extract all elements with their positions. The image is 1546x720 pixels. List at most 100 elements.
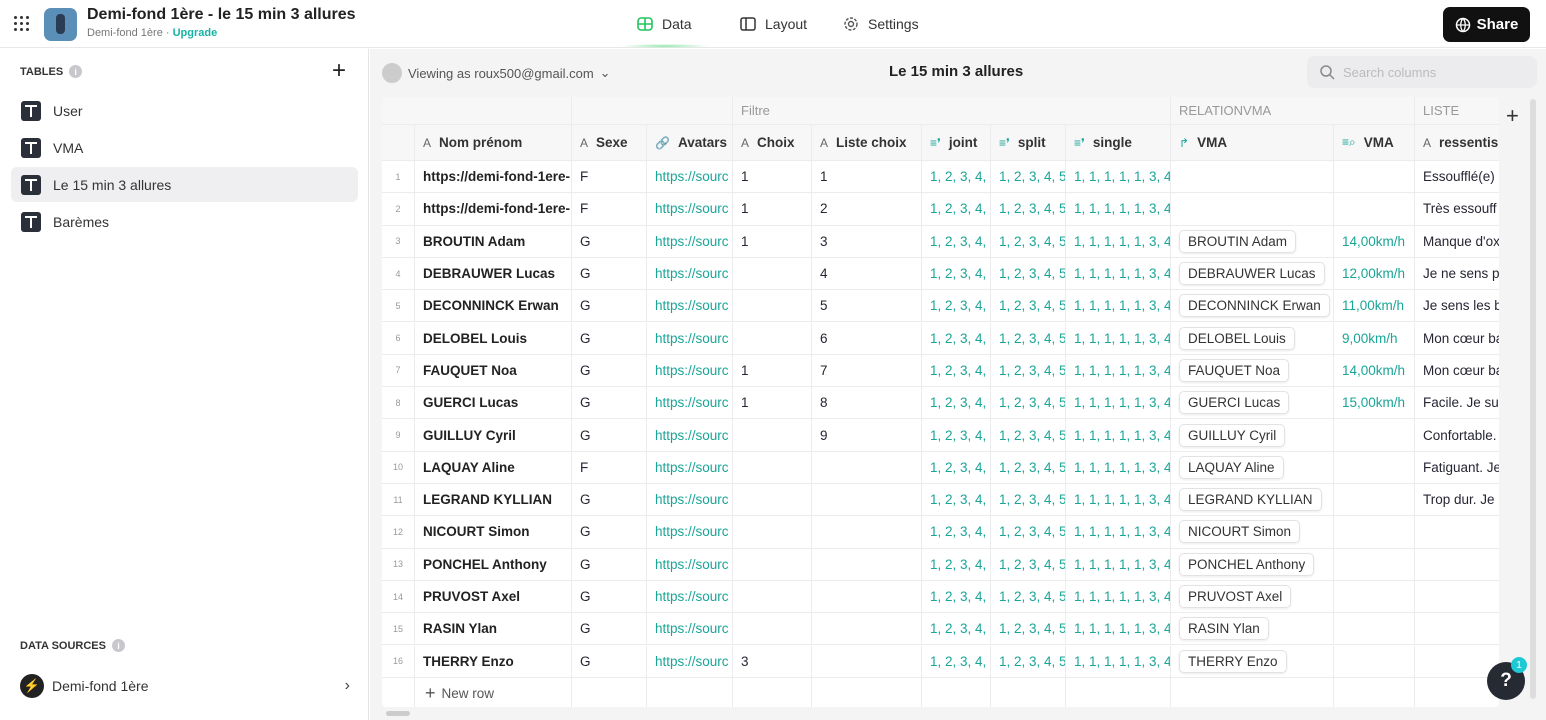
table-cell[interactable]: 6 <box>812 322 922 354</box>
table-cell[interactable]: DELOBEL Louis <box>415 322 572 354</box>
table-cell[interactable]: LEGRAND KYLLIAN <box>415 484 572 516</box>
table-cell[interactable]: G <box>572 322 647 354</box>
relation-chip[interactable]: GUILLUY Cyril <box>1179 423 1286 447</box>
table-cell[interactable]: G <box>572 484 647 516</box>
table-cell[interactable]: PRUVOST Axel <box>415 580 572 613</box>
table-cell[interactable]: G <box>572 613 647 645</box>
table-cell[interactable] <box>1334 161 1415 193</box>
table-cell[interactable]: 1, 2, 3, 4, 5 <box>991 193 1066 225</box>
table-cell[interactable]: F <box>572 451 647 483</box>
relation-chip[interactable]: LEGRAND KYLLIAN <box>1179 488 1322 512</box>
table-cell[interactable]: 1 <box>733 354 812 387</box>
info-icon[interactable]: i <box>111 639 125 652</box>
table-cell[interactable] <box>1415 581 1499 612</box>
table-cell[interactable]: 1, 1, 1, 1, 1, 3, 4 <box>1066 354 1171 387</box>
table-cell[interactable]: 1 <box>733 387 812 419</box>
table-cell[interactable]: 1, 1, 1, 1, 1, 3, 4 <box>1066 451 1171 483</box>
table-cell[interactable]: 1, 2, 3, 4, <box>922 451 991 483</box>
table-cell[interactable]: RASIN Ylan <box>415 613 572 645</box>
table-cell[interactable]: 1, 2, 3, 4, <box>922 484 991 516</box>
table-cell[interactable] <box>733 257 812 290</box>
column-header[interactable]: 🔗 Avatars <box>647 125 733 160</box>
table-cell[interactable]: https://demi-fond-1ere- <box>415 193 572 225</box>
table-cell[interactable]: G <box>572 354 647 387</box>
table-cell[interactable]: Facile. Je su <box>1415 387 1499 418</box>
new-row-button[interactable]: + New row <box>391 677 572 707</box>
table-cell[interactable]: 1, 1, 1, 1, 1, 3, 4 <box>1066 322 1171 354</box>
table-cell[interactable] <box>733 451 812 483</box>
table-cell[interactable]: GUERCI Lucas <box>415 387 572 419</box>
column-header[interactable]: ≡❜ split <box>991 125 1066 160</box>
table-cell[interactable] <box>733 484 812 516</box>
table-cell[interactable]: https://sourc <box>647 161 733 193</box>
relation-chip[interactable]: DEBRAUWER Lucas <box>1179 262 1325 286</box>
table-cell[interactable]: 1, 2, 3, 4, 5 <box>991 161 1066 193</box>
table-cell[interactable]: 1, 1, 1, 1, 1, 3, 4 <box>1066 580 1171 613</box>
table-cell[interactable]: 14,00km/h <box>1334 354 1415 387</box>
table-cell[interactable]: 1, 2, 3, 4, <box>922 613 991 645</box>
table-cell[interactable]: 1, 2, 3, 4, <box>922 387 991 419</box>
table-cell[interactable]: DEBRAUWER Lucas <box>1171 257 1334 290</box>
relation-chip[interactable]: LAQUAY Aline <box>1179 455 1284 479</box>
table-cell[interactable]: 1, 2, 3, 4, <box>922 516 991 548</box>
relation-chip[interactable]: DECONNINCK Erwan <box>1179 294 1330 318</box>
column-header[interactable]: A Choix <box>733 125 812 160</box>
table-cell[interactable] <box>1334 580 1415 613</box>
table-cell[interactable]: 1, 1, 1, 1, 1, 3, 4 <box>1066 387 1171 419</box>
table-cell[interactable]: G <box>572 225 647 257</box>
table-cell[interactable]: 1, 2, 3, 4, <box>922 645 991 677</box>
table-cell[interactable]: 1, 2, 3, 4, 5 <box>991 645 1066 677</box>
sidebar-item-vma[interactable]: VMA <box>11 130 358 165</box>
table-cell[interactable] <box>733 613 812 645</box>
table-cell[interactable]: THERRY Enzo <box>1171 645 1334 677</box>
table-cell[interactable]: Fatiguant. Je <box>1415 452 1499 483</box>
table-cell[interactable]: G <box>572 548 647 580</box>
table-cell[interactable]: 1, 2, 3, 4, 5 <box>991 225 1066 257</box>
table-cell[interactable]: 1, 2, 3, 4, <box>922 548 991 580</box>
relation-chip[interactable]: THERRY Enzo <box>1179 649 1287 673</box>
table-cell[interactable]: 1, 2, 3, 4, <box>922 257 991 290</box>
table-cell[interactable]: PONCHEL Anthony <box>415 548 572 580</box>
column-header[interactable]: ↱ VMA <box>1171 125 1334 160</box>
share-button[interactable]: Share <box>1443 7 1530 42</box>
table-cell[interactable]: RASIN Ylan <box>1171 613 1334 645</box>
table-cell[interactable]: 1, 1, 1, 1, 1, 3, 4 <box>1066 257 1171 290</box>
table-cell[interactable] <box>1415 646 1499 677</box>
table-cell[interactable]: 1, 1, 1, 1, 1, 3, 4 <box>1066 516 1171 548</box>
sidebar-item-baremes[interactable]: Barèmes <box>11 204 358 239</box>
column-header[interactable]: A Liste choix <box>812 125 922 160</box>
relation-chip[interactable]: RASIN Ylan <box>1179 617 1269 641</box>
table-cell[interactable]: 1, 1, 1, 1, 1, 3, 4 <box>1066 193 1171 225</box>
table-cell[interactable]: 3 <box>812 225 922 257</box>
table-cell[interactable]: 9,00km/h <box>1334 322 1415 354</box>
table-cell[interactable]: https://sourc <box>647 580 733 613</box>
table-cell[interactable]: 1, 2, 3, 4, <box>922 290 991 322</box>
table-cell[interactable]: 1, 1, 1, 1, 1, 3, 4 <box>1066 161 1171 193</box>
table-cell[interactable]: BROUTIN Adam <box>415 225 572 257</box>
table-cell[interactable]: 8 <box>812 387 922 419</box>
table-cell[interactable]: Je ne sens p <box>1415 258 1499 289</box>
table-cell[interactable]: 1, 1, 1, 1, 1, 3, 4 <box>1066 419 1171 451</box>
table-cell[interactable]: 7 <box>812 354 922 387</box>
table-cell[interactable] <box>1415 613 1499 644</box>
table-cell[interactable]: 1 <box>733 193 812 225</box>
table-cell[interactable]: LAQUAY Aline <box>415 451 572 483</box>
table-cell[interactable] <box>812 645 922 677</box>
table-cell[interactable] <box>1415 549 1499 580</box>
table-cell[interactable] <box>1334 484 1415 516</box>
table-cell[interactable]: https://sourc <box>647 645 733 677</box>
table-cell[interactable] <box>812 451 922 483</box>
table-cell[interactable]: G <box>572 387 647 419</box>
relation-chip[interactable]: DELOBEL Louis <box>1179 326 1295 350</box>
column-header[interactable]: ≡⌕ VMA <box>1334 125 1415 160</box>
table-cell[interactable] <box>1171 193 1334 225</box>
table-cell[interactable]: 1, 2, 3, 4, 5 <box>991 257 1066 290</box>
table-cell[interactable]: https://sourc <box>647 516 733 548</box>
tab-data[interactable]: Data <box>636 15 692 33</box>
table-cell[interactable]: 9 <box>812 419 922 451</box>
